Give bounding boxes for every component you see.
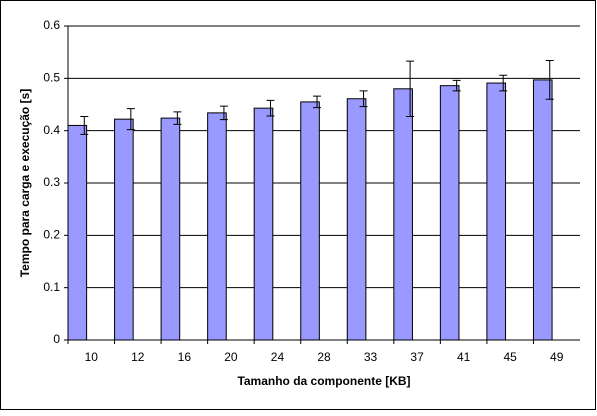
bar [346, 98, 367, 341]
y-tick-label: 0.6 [43, 18, 60, 32]
error-bar [499, 74, 508, 92]
bar [439, 85, 460, 341]
error-bar [313, 95, 322, 109]
bar [393, 88, 413, 341]
y-tick-label: 0.5 [43, 71, 60, 85]
x-tick-label: 16 [178, 350, 192, 364]
x-tick-label: 49 [550, 350, 564, 364]
bar [114, 118, 134, 341]
error-bar [266, 99, 275, 117]
bar [486, 82, 507, 341]
error-bar [545, 60, 554, 100]
bar [67, 124, 88, 341]
error-bar [126, 108, 135, 131]
bar [532, 79, 553, 341]
error-bar [452, 79, 461, 92]
x-axis-title: Tamanho da componente [KB] [237, 374, 410, 388]
y-axis-title: Tempo para carga e execução [s] [18, 89, 32, 278]
x-tick-label: 41 [457, 350, 471, 364]
x-tick-label: 12 [131, 350, 145, 364]
error-bar [80, 116, 89, 135]
x-tick-label: 45 [504, 350, 518, 364]
y-tick-label: 0.1 [43, 280, 60, 294]
y-tick-label: 0.3 [43, 175, 60, 189]
bar [300, 101, 320, 341]
y-tick-label: 0 [53, 332, 60, 346]
y-tick-label: 0.2 [43, 228, 60, 242]
x-tick-label: 33 [364, 350, 378, 364]
bar [253, 107, 274, 341]
bar [160, 117, 181, 341]
x-tick-label: 20 [224, 350, 238, 364]
error-bar [219, 105, 228, 121]
bar [207, 112, 227, 341]
x-tick-label: 37 [410, 350, 424, 364]
x-tick-label: 24 [271, 350, 285, 364]
x-tick-label: 28 [317, 350, 331, 364]
error-bar [359, 90, 368, 108]
error-bar [406, 60, 415, 118]
error-bar [173, 111, 182, 125]
y-tick-label: 0.4 [43, 123, 60, 137]
x-tick-label: 10 [85, 350, 99, 364]
